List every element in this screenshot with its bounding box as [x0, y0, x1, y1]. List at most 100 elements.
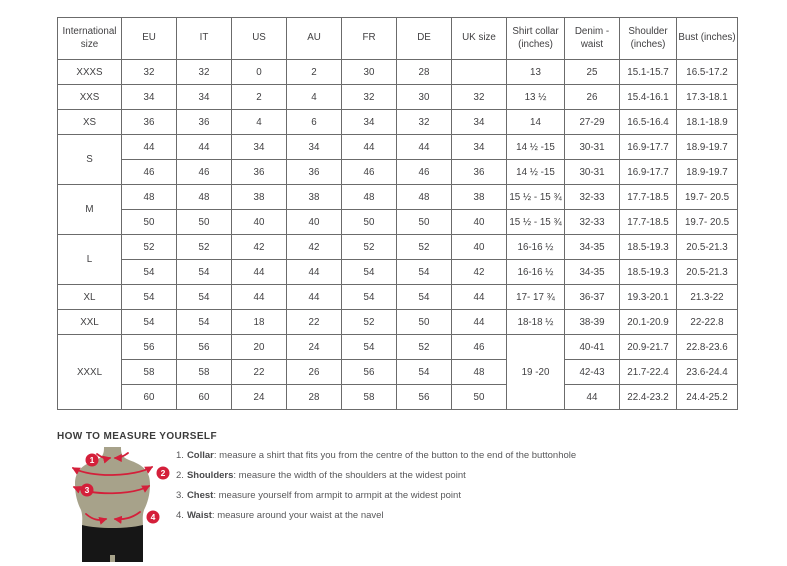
table-cell: 21.3-22	[676, 284, 738, 310]
table-cell: 14 ½ -15	[506, 134, 565, 160]
table-cell: XXXL	[57, 334, 122, 410]
column-header: EU	[121, 17, 177, 60]
size-table-header-row: International size EU IT US AU FR DE UK size Shi…	[57, 17, 738, 60]
table-cell: 58	[341, 384, 397, 410]
table-cell: 19.7- 20.5	[676, 184, 738, 210]
badge-2	[156, 466, 170, 480]
table-cell: 54	[341, 284, 397, 310]
table-cell: 48	[396, 184, 452, 210]
table-cell: 44	[451, 309, 507, 335]
table-cell: 34	[341, 109, 397, 135]
column-header: DE	[396, 17, 452, 60]
table-cell: 52	[396, 234, 452, 260]
table-cell: 17- 17 ¾	[506, 284, 565, 310]
table-row: 50 50 40 40 50 50 40 15 ½ - 15 ¾ 32-33 17.7-18.5 1…	[58, 209, 738, 235]
table-row: XXS 34 34 2 4 32 30 32 13 ½ 26 15.4-16.1 17.3-18.1	[57, 84, 738, 110]
table-cell: 16.9-17.7	[619, 134, 677, 160]
table-cell: 42-43	[564, 359, 620, 385]
table-cell: 34	[451, 109, 507, 135]
table-cell: 44	[286, 284, 342, 310]
table-cell: 44	[286, 259, 342, 285]
table-cell: 18.5-19.3	[619, 234, 677, 260]
table-cell: 6	[286, 109, 342, 135]
table-cell: 46	[341, 159, 397, 185]
table-cell: 16.5-16.4	[619, 109, 677, 135]
table-cell: 54	[121, 284, 177, 310]
column-header: US	[231, 17, 287, 60]
table-cell: 42	[451, 259, 507, 285]
table-cell: 42	[286, 234, 342, 260]
step-term: Collar	[186, 450, 214, 461]
column-header: Shirt collar (inches)	[506, 17, 565, 60]
badge-4-label: 4	[151, 512, 156, 522]
table-cell: 36	[231, 159, 287, 185]
table-cell: 34-35	[564, 234, 620, 260]
measure-steps: 1. Collar: measure a shirt that fits you …	[176, 446, 576, 526]
table-cell: 32	[451, 84, 507, 110]
table-cell: 2	[231, 84, 287, 110]
table-cell: 58	[121, 359, 177, 385]
shoulders-arrow	[71, 466, 154, 476]
table-cell: 30	[341, 59, 397, 85]
table-cell: 34-35	[564, 259, 620, 285]
table-cell: 13	[506, 59, 565, 85]
table-cell: 30-31	[564, 159, 620, 185]
step-text: : measure yourself from armpit to armpit…	[213, 490, 461, 501]
column-header: Shoulder (inches)	[619, 17, 677, 60]
step-number: 3.	[176, 490, 184, 501]
badge-1	[85, 453, 99, 467]
table-cell: 22-22.8	[676, 309, 738, 335]
table-cell: 48	[341, 184, 397, 210]
table-cell: 50	[121, 209, 177, 235]
column-header: Denim - waist	[564, 17, 620, 60]
table-cell	[451, 59, 507, 85]
table-row: 58 58 22 26 56 54 48 42-43 21.7-22.4 23.6-24.4	[58, 359, 738, 385]
table-cell: 44	[396, 134, 452, 160]
table-cell: 44	[564, 384, 620, 410]
table-row: 46 46 36 36 46 46 36 14 ½ -15 30-31 16.9-17.7 18.9…	[58, 159, 738, 185]
table-cell: 46	[396, 159, 452, 185]
step-number: 4.	[176, 510, 184, 521]
step-term: Chest	[186, 490, 214, 501]
step-text: : measure a shirt that fits you from the…	[213, 450, 577, 461]
table-cell: 32-33	[564, 184, 620, 210]
table-cell: 32	[121, 59, 177, 85]
table-cell: S	[57, 134, 122, 185]
table-row: 60 60 24 28 58 56 50 44 22.4-23.2 24.4-25.2	[58, 384, 738, 410]
table-cell: 16.5-17.2	[676, 59, 738, 85]
column-header: AU	[286, 17, 342, 60]
table-cell: 27-29	[564, 109, 620, 135]
table-row: XXL 54 54 18 22 52 50 44 18-18 ½ 38-39 20.1-20.9 22…	[57, 309, 738, 335]
table-cell: 48	[121, 184, 177, 210]
step-number: 1.	[176, 450, 184, 461]
badge-4	[146, 510, 160, 524]
table-cell: 56	[121, 334, 177, 360]
table-cell: 34	[176, 84, 232, 110]
badge-3	[80, 483, 94, 497]
collar-arrow	[96, 453, 112, 464]
table-cell: 54	[396, 284, 452, 310]
measure-step: 3. Chest: measure yourself from armpit to…	[176, 486, 576, 506]
table-cell: 44	[231, 284, 287, 310]
table-cell: XXS	[57, 84, 122, 110]
table-cell: 54	[176, 309, 232, 335]
table-cell: M	[57, 184, 122, 235]
column-header: Bust (inches)	[676, 17, 738, 60]
table-cell: 20.5-21.3	[676, 234, 738, 260]
table-cell: 52	[176, 234, 232, 260]
table-cell: 24.4-25.2	[676, 384, 738, 410]
table-cell: 44	[176, 134, 232, 160]
table-cell: 50	[396, 309, 452, 335]
table-cell: 58	[176, 359, 232, 385]
table-cell: 40	[451, 234, 507, 260]
table-cell: 26	[564, 84, 620, 110]
table-cell: 24	[231, 384, 287, 410]
table-cell: 54	[121, 259, 177, 285]
chest-arrow	[72, 485, 151, 495]
table-cell: 2	[286, 59, 342, 85]
step-term: Waist	[186, 510, 212, 521]
table-cell: 15.1-15.7	[619, 59, 677, 85]
table-cell: 56	[176, 334, 232, 360]
column-header: FR	[341, 17, 397, 60]
table-cell: 56	[341, 359, 397, 385]
